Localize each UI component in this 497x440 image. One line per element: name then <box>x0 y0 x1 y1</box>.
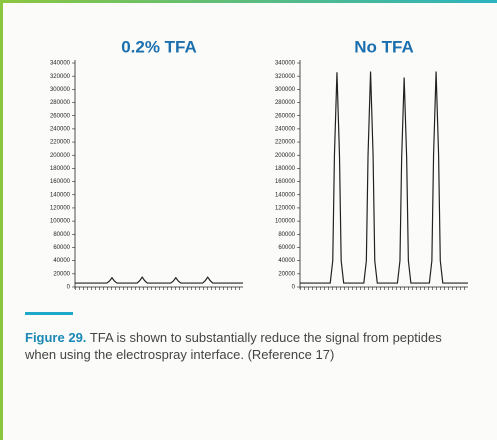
y-tick-label: 200000 <box>275 153 296 159</box>
y-tick-label: 20000 <box>278 271 295 277</box>
y-tick-label: 20000 <box>53 271 70 277</box>
top-border <box>0 0 497 3</box>
y-tick-label: 220000 <box>275 140 296 146</box>
caption-rule <box>25 312 73 315</box>
y-tick-label: 280000 <box>275 100 296 106</box>
y-tick-label: 300000 <box>50 87 71 93</box>
y-tick-label: 120000 <box>50 206 71 212</box>
caption-text: TFA is shown to substantially reduce the… <box>25 330 442 362</box>
chart-title: No TFA <box>354 37 414 56</box>
trace <box>75 276 243 284</box>
y-tick-label: 340000 <box>275 61 296 67</box>
y-tick-label: 300000 <box>275 87 296 93</box>
y-tick-label: 320000 <box>50 74 71 80</box>
y-tick-label: 200000 <box>50 153 71 159</box>
y-tick-label: 320000 <box>275 74 296 80</box>
y-tick-label: 40000 <box>278 258 295 264</box>
y-tick-label: 260000 <box>50 113 71 119</box>
y-tick-label: 220000 <box>50 140 71 146</box>
y-tick-label: 100000 <box>275 219 296 225</box>
y-tick-label: 80000 <box>53 232 70 238</box>
y-tick-label: 340000 <box>50 61 71 67</box>
y-tick-label: 140000 <box>50 192 71 198</box>
y-tick-label: 260000 <box>275 113 296 119</box>
y-tick-label: 140000 <box>275 192 296 198</box>
y-tick-label: 160000 <box>275 179 296 185</box>
y-tick-label: 240000 <box>275 126 296 132</box>
y-tick-label: 0 <box>292 285 296 291</box>
y-tick-label: 40000 <box>53 258 70 264</box>
y-tick-label: 120000 <box>275 206 296 212</box>
caption: Figure 29. TFA is shown to substantially… <box>25 329 465 363</box>
y-tick-label: 0 <box>67 285 71 291</box>
y-tick-label: 240000 <box>50 126 71 132</box>
left-border <box>0 0 3 440</box>
y-tick-label: 60000 <box>278 245 295 251</box>
y-tick-label: 280000 <box>50 100 71 106</box>
y-tick-label: 180000 <box>50 166 71 172</box>
caption-label: Figure 29. <box>25 330 87 345</box>
y-tick-label: 100000 <box>50 219 71 225</box>
charts: 0.2% TFA 0 20000 40000 60000 80000 100000 12000… <box>50 37 468 291</box>
y-tick-label: 160000 <box>50 179 71 185</box>
chart-title: 0.2% TFA <box>121 37 197 56</box>
y-tick-label: 80000 <box>278 232 295 238</box>
y-tick-label: 180000 <box>275 166 296 172</box>
y-tick-label: 60000 <box>53 245 70 251</box>
trace <box>300 71 468 284</box>
